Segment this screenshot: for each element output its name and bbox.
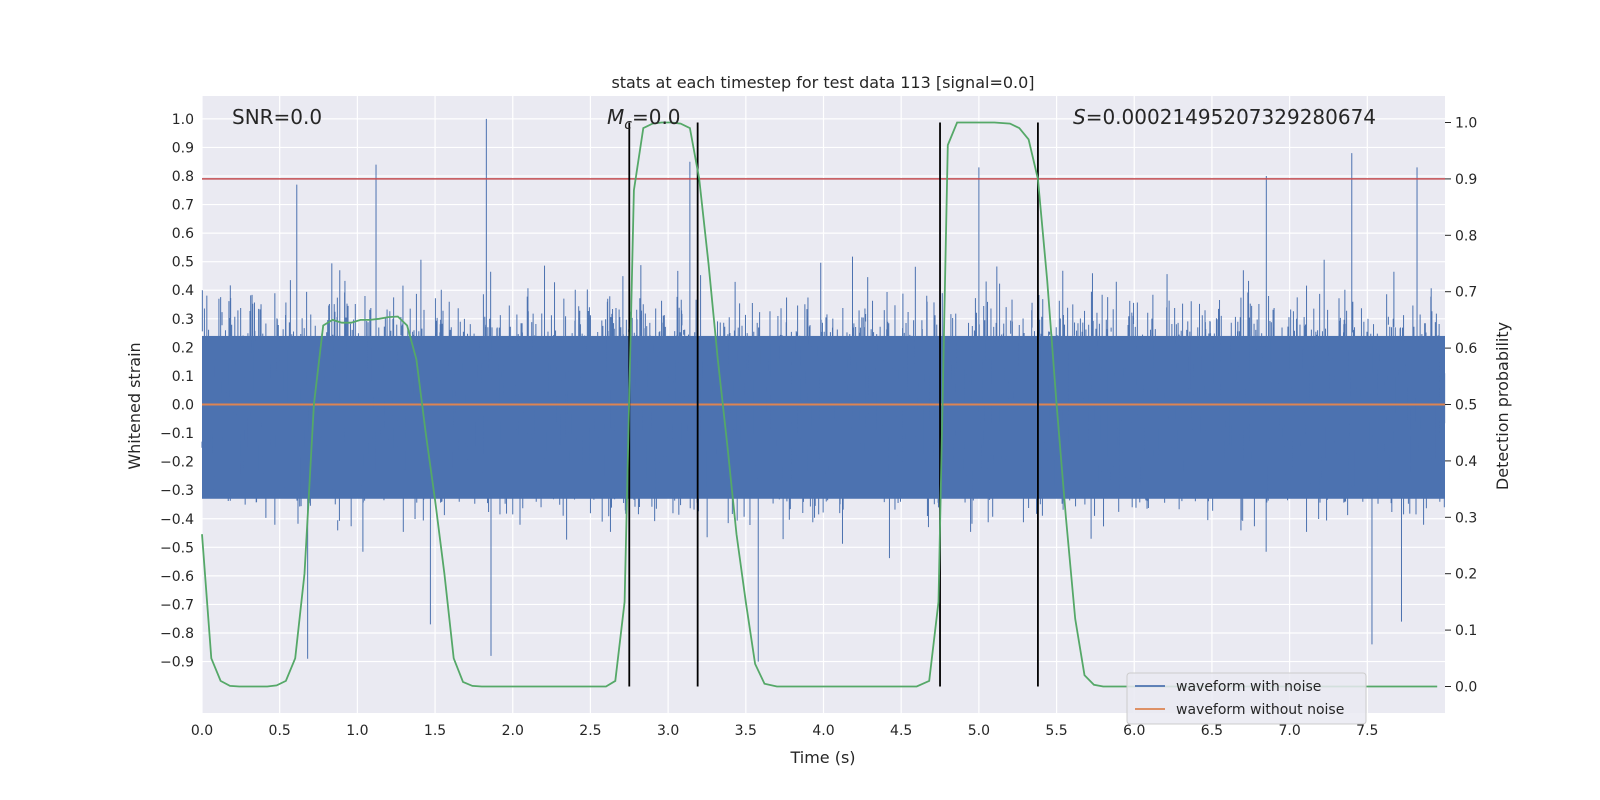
y2-tick-label: 0.5 xyxy=(1455,398,1477,414)
noise-trace xyxy=(201,118,1446,662)
y-axis-label: Whitened strain xyxy=(125,342,144,469)
chirp-mass-annotation: Mc=0.0 xyxy=(607,105,681,133)
chart-title: stats at each timestep for test data 113… xyxy=(611,73,1034,92)
chirp-mass-subscript: c xyxy=(624,117,632,133)
x-tick-label: 2.0 xyxy=(502,723,524,739)
x-tick-label: 4.0 xyxy=(812,723,834,739)
y-tick-label: −0.7 xyxy=(160,597,194,613)
y2-tick-label: 0.0 xyxy=(1455,679,1477,695)
series-waveform-with-noise xyxy=(201,118,1446,662)
x-tick-label: 7.0 xyxy=(1278,723,1300,739)
y2-tick-label: 0.8 xyxy=(1455,228,1477,244)
y-tick-label: 1.0 xyxy=(172,112,194,128)
y-tick-label: 0.2 xyxy=(172,340,194,356)
score-value: =0.00021495207329280674 xyxy=(1086,105,1376,129)
chirp-mass-value: =0.0 xyxy=(632,105,681,129)
y-tick-label: −0.4 xyxy=(160,512,194,528)
x-tick-label: 1.0 xyxy=(346,723,368,739)
y-tick-label: 0.0 xyxy=(172,398,194,414)
y-tick-label: 0.5 xyxy=(172,255,194,271)
snr-annotation: SNR=0.0 xyxy=(232,105,322,129)
y2-tick-label: 0.3 xyxy=(1455,510,1477,526)
y-axis-ticks: 1.0 0.9 0.8 0.7 0.6 0.5 0.4 0.3 0.2 0.1 0.0 −0.1 −0.… xyxy=(160,112,194,671)
y-tick-label: 0.4 xyxy=(172,283,194,299)
y-tick-label: 0.1 xyxy=(172,369,194,385)
x-tick-label: 3.5 xyxy=(735,723,757,739)
y2-tick-label: 0.7 xyxy=(1455,285,1477,301)
y2-tick-label: 0.9 xyxy=(1455,172,1477,188)
y-tick-label: −0.2 xyxy=(160,455,194,471)
y-tick-label: −0.9 xyxy=(160,655,194,671)
chirp-mass-symbol: M xyxy=(607,105,624,129)
y2-tick-label: 0.1 xyxy=(1455,623,1477,639)
y-tick-label: 0.8 xyxy=(172,169,194,185)
x-tick-label: 6.5 xyxy=(1201,723,1223,739)
x-tick-label: 2.5 xyxy=(579,723,601,739)
y-tick-label: −0.1 xyxy=(160,426,194,442)
legend-box xyxy=(1126,672,1367,725)
x-tick-label: 3.0 xyxy=(657,723,679,739)
y-tick-label: −0.8 xyxy=(160,626,194,642)
x-tick-label: 1.5 xyxy=(424,723,446,739)
x-tick-label: 6.0 xyxy=(1123,723,1145,739)
y-tick-label: −0.3 xyxy=(160,483,194,499)
y2-tick-label: 1.0 xyxy=(1455,116,1477,132)
score-annotation: S=0.00021495207329280674 xyxy=(1073,105,1376,129)
x-tick-label: 4.5 xyxy=(890,723,912,739)
y2-axis-ticks: 1.0 0.9 0.8 0.7 0.6 0.5 0.4 0.3 0.2 0.1 0.0 xyxy=(1445,116,1477,695)
y2-tick-label: 0.2 xyxy=(1455,567,1477,583)
legend-label-noise: waveform with noise xyxy=(1176,679,1321,695)
score-symbol: S xyxy=(1073,105,1086,129)
legend-label-clean: waveform without noise xyxy=(1176,702,1344,718)
x-tick-label: 7.5 xyxy=(1356,723,1378,739)
y2-tick-label: 0.6 xyxy=(1455,341,1477,357)
y-tick-label: 0.7 xyxy=(172,198,194,214)
y-tick-label: 0.3 xyxy=(172,312,194,328)
y-tick-label: 0.6 xyxy=(172,226,194,242)
x-axis-ticks: 0.0 0.5 1.0 1.5 2.0 2.5 3.0 3.5 4.0 4.5 5.0 5.5 6.0 6… xyxy=(191,723,1379,739)
y-tick-label: 0.9 xyxy=(172,140,194,156)
x-tick-label: 0.0 xyxy=(191,723,213,739)
legend: waveform with noise waveform without noi… xyxy=(1126,672,1367,725)
y2-tick-label: 0.4 xyxy=(1455,454,1477,470)
series-detection-probability xyxy=(201,121,1438,688)
x-tick-label: 5.5 xyxy=(1045,723,1067,739)
y-tick-label: −0.6 xyxy=(160,569,194,585)
y2-axis-label: Detection probability xyxy=(1493,322,1512,490)
x-axis-label: Time (s) xyxy=(789,748,855,767)
x-tick-label: 0.5 xyxy=(269,723,291,739)
x-tick-label: 5.0 xyxy=(968,723,990,739)
y-tick-label: −0.5 xyxy=(160,540,194,556)
